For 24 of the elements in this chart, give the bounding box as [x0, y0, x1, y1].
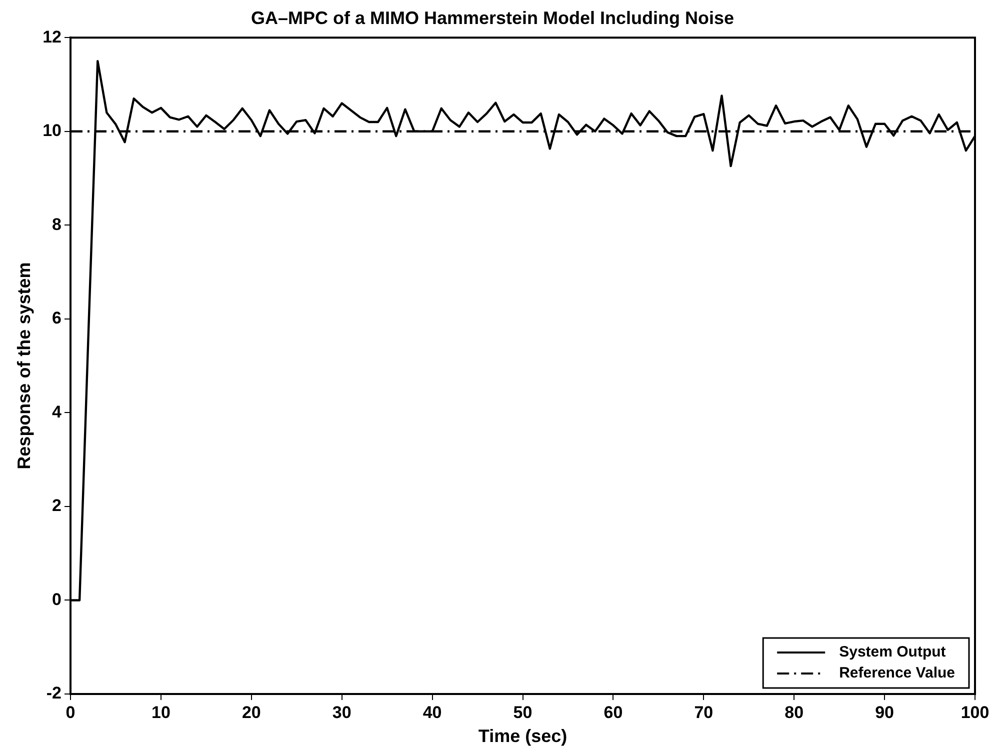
chart-title: GA–MPC of a MIMO Hammerstein Model Including Noise — [250, 8, 734, 28]
x-tick-label: 30 — [332, 702, 352, 722]
x-tick-label: 100 — [960, 702, 990, 722]
x-tick-label: 80 — [784, 702, 804, 722]
x-tick-label: 0 — [66, 702, 76, 722]
x-tick-label: 40 — [422, 702, 442, 722]
x-tick-label: 10 — [151, 702, 170, 722]
y-tick-label: 12 — [42, 27, 62, 46]
x-tick-label: 60 — [604, 702, 623, 722]
y-tick-label: 2 — [52, 496, 62, 516]
y-tick-label: 8 — [52, 214, 62, 234]
y-axis-title: Response of the system — [14, 262, 34, 470]
x-tick-label: 20 — [242, 702, 261, 722]
y-tick-label: 4 — [52, 402, 62, 422]
x-axis-title: Time (sec) — [478, 726, 568, 746]
legend-label: System Output — [839, 644, 946, 661]
y-tick-label: -2 — [46, 684, 62, 703]
y-tick-label: 0 — [52, 590, 62, 609]
legend-label: Reference Value — [839, 664, 956, 682]
y-tick-label: 6 — [52, 308, 62, 328]
x-tick-label: 90 — [875, 702, 894, 722]
x-tick-label: 70 — [694, 702, 714, 722]
y-tick-label: 10 — [42, 121, 62, 140]
x-tick-label: 50 — [513, 702, 532, 722]
